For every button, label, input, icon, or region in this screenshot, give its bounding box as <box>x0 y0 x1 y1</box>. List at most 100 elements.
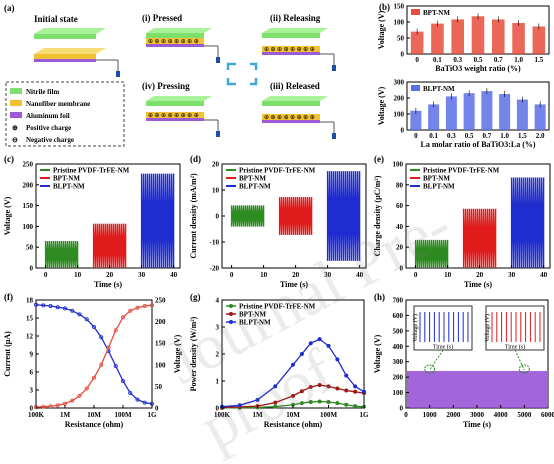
legend-aluminum: Aluminum foil <box>26 112 70 120</box>
data-point <box>255 397 260 402</box>
chart-h: (h) 0 100 200 300 400 500 600 700 0 1000 2000 3000 40… <box>373 292 554 429</box>
data-point <box>335 357 340 362</box>
legend-label: BLPT-NM <box>239 319 271 327</box>
series-line <box>44 240 79 269</box>
x-tick-label: 0 <box>44 271 48 279</box>
y-tick-label: 200 <box>23 181 34 189</box>
data-point <box>326 400 331 405</box>
y2-tick-label: 200 <box>155 318 166 326</box>
x-tick-label: 1M <box>60 411 71 419</box>
x-tick-label: 1M <box>252 411 263 419</box>
x-tick-label: 10 <box>74 271 82 279</box>
data-point <box>84 317 89 322</box>
svg-text:⊕ ⊕ ⊕ ⊕ ⊕ ⊕ ⊕ ⊕: ⊕ ⊕ ⊕ ⊕ ⊕ ⊕ ⊕ ⊕ <box>148 113 199 119</box>
data-point <box>70 398 75 403</box>
y-axis-label: Voltage (V) <box>3 196 12 235</box>
bar <box>534 104 546 130</box>
y-tick-label: 2 <box>216 351 220 359</box>
y-tick-label: 18 <box>26 297 34 305</box>
chart-d: (d) -20 -10 0 10 20 0 10 20 30 40 Pristine PVDF-TrF… <box>189 154 367 289</box>
legend-label: Pristine PVDF-TrFE-NM <box>239 303 316 311</box>
y-axis-label: Current (μA) <box>3 331 12 377</box>
x-tick-label: 0 <box>414 271 418 279</box>
panel-label: (b) <box>379 2 390 12</box>
y-tick-label: 0 <box>216 405 220 413</box>
bar <box>499 94 511 130</box>
x-axis-label: La molar ratio of BaTiO3:La (%) <box>420 140 535 149</box>
data-point <box>41 404 46 409</box>
x-tick-label: 4000 <box>494 411 509 419</box>
data-point <box>135 397 140 402</box>
legend-marker <box>229 304 233 308</box>
y-tick-label: 1 <box>216 378 220 386</box>
x-tick-label: 10M <box>87 411 101 419</box>
y-tick-label: 600 <box>393 312 404 320</box>
legend-label: Pristine PVDF-TrFE-NM <box>239 167 316 175</box>
data-point <box>308 341 313 346</box>
y-tick-label: 3 <box>216 324 220 332</box>
x-tick-label: 100K <box>214 411 231 419</box>
y-tick-label: 4 <box>216 297 220 305</box>
x-tick-label: 100M <box>320 411 338 419</box>
data-point <box>353 404 358 409</box>
x-tick-label: 5000 <box>517 411 532 419</box>
y2-tick-label: 0 <box>155 405 159 413</box>
x-tick-label: 30 <box>324 271 332 279</box>
x-tick-label: 10M <box>286 411 300 419</box>
data-point <box>77 312 82 317</box>
data-point <box>70 308 75 313</box>
plot-frame <box>35 299 153 409</box>
y-tick-label: 3 <box>30 387 34 395</box>
x-tick-label: 10 <box>444 271 452 279</box>
x-tick-label: 1000 <box>423 411 438 419</box>
cycle-arrows-icon <box>226 62 258 86</box>
y-tick-label: 250 <box>23 161 34 169</box>
data-point <box>113 328 118 333</box>
series-line <box>510 177 545 269</box>
x-tick-label: 10 <box>260 271 268 279</box>
bar <box>512 22 525 54</box>
data-point <box>142 304 147 309</box>
panel-label: (f) <box>4 292 13 302</box>
category-label: 1.0 <box>514 56 523 64</box>
chart-g: (g) 0 1 2 3 4 100K 1M 10M 100M 1G Pristine PVDF-TrF… <box>189 292 369 429</box>
data-point <box>121 315 126 320</box>
data-point <box>317 399 322 404</box>
positive-charge-icon: ⊕ <box>12 124 18 132</box>
category-label: 0.3 <box>447 132 456 140</box>
series-line <box>92 223 127 269</box>
series-line <box>462 208 497 269</box>
y-axis-label: Power density (W/m²) <box>189 316 198 391</box>
bar <box>431 23 444 54</box>
inset-right-ylabel: Voltage (V) <box>484 314 491 342</box>
title-released: (iii) Released <box>270 81 320 91</box>
legend-swatch <box>411 85 420 91</box>
legend-label: BPT-NM <box>239 311 266 319</box>
y-axis-label: Voltage (V) <box>377 86 386 125</box>
y-tick-label: 100 <box>23 223 34 231</box>
category-label: 0.7 <box>483 132 492 140</box>
category-label: 0.1 <box>429 132 438 140</box>
series-line <box>35 304 153 408</box>
category-label: 0.7 <box>494 56 503 64</box>
y-axis-label: Charge density (μC/m²) <box>373 175 382 256</box>
y-tick-label: 50 <box>26 244 34 252</box>
data-point <box>99 362 104 367</box>
y2-tick-label: 150 <box>155 340 166 348</box>
y2-axis-label: Voltage (V) <box>173 334 182 373</box>
x-tick-label: 40 <box>170 271 178 279</box>
legend-label: BLPT-NM <box>423 85 455 93</box>
legend-swatch-nitrile <box>10 88 22 94</box>
inset-left-frame <box>413 305 473 351</box>
data-point <box>273 384 278 389</box>
bar <box>491 19 505 54</box>
data-point <box>273 400 278 405</box>
legend-nanofiber: Nanofiber membrane <box>26 100 90 108</box>
data-point <box>92 325 97 330</box>
legend-negative: Negative charge <box>26 136 74 144</box>
title-pressed: (i) Pressed <box>142 13 182 23</box>
inset-left-xlabel: Time (s) <box>433 344 453 351</box>
inset-right-pointer <box>514 349 525 371</box>
svg-text:⊕ ⊕ ⊕ ⊕ ⊕ ⊕ ⊕ ⊕: ⊕ ⊕ ⊕ ⊕ ⊕ ⊕ ⊕ ⊕ <box>148 39 199 45</box>
y-axis-label: Voltage (V) <box>377 10 386 49</box>
